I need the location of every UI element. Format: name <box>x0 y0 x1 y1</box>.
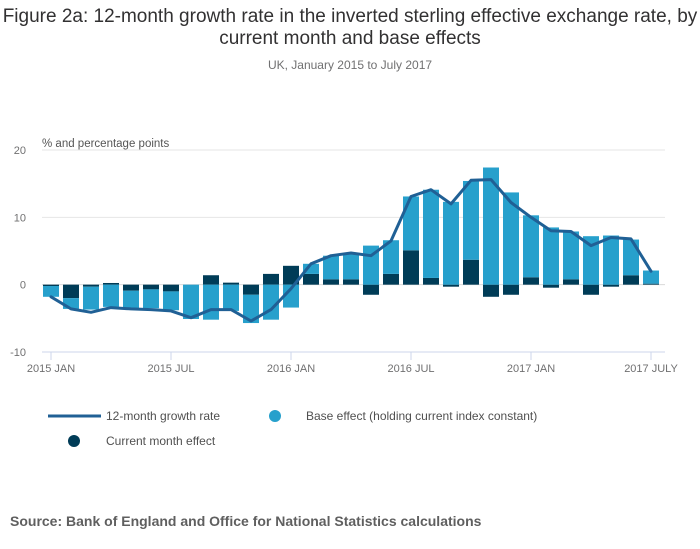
bar-base-effect[interactable] <box>623 239 639 276</box>
legend-label: Base effect (holding current index const… <box>306 409 537 423</box>
bar-base-effect[interactable] <box>583 236 599 285</box>
bar-current-month-effect[interactable] <box>163 284 179 292</box>
bar-base-effect[interactable] <box>283 284 299 308</box>
bar-base-effect[interactable] <box>243 294 259 324</box>
bar-base-effect[interactable] <box>463 180 479 260</box>
legend-item[interactable]: Base effect (holding current index const… <box>269 409 537 423</box>
bar-current-month-effect[interactable] <box>643 283 659 285</box>
bar-base-effect[interactable] <box>43 286 59 297</box>
x-tick-label: 2015 JAN <box>27 363 75 375</box>
y-axis-unit-label: % and percentage points <box>42 138 169 150</box>
legend-label: 12-month growth rate <box>106 409 220 423</box>
bar-series <box>43 167 659 324</box>
legend-item[interactable]: 12-month growth rate <box>48 409 220 423</box>
bar-base-effect[interactable] <box>643 270 659 284</box>
x-tick-label: 2017 JULY <box>624 363 678 375</box>
bar-base-effect[interactable] <box>83 286 99 310</box>
y-tick-label: 10 <box>14 212 26 224</box>
bar-base-effect[interactable] <box>63 298 79 309</box>
bar-current-month-effect[interactable] <box>343 279 359 285</box>
bar-current-month-effect[interactable] <box>623 275 639 285</box>
x-tick-label: 2016 JUL <box>387 363 434 375</box>
bar-current-month-effect[interactable] <box>243 284 259 295</box>
bar-base-effect[interactable] <box>503 192 519 285</box>
legend-item[interactable]: Current month effect <box>68 434 216 448</box>
bar-current-month-effect[interactable] <box>223 282 239 285</box>
bar-base-effect[interactable] <box>323 255 339 280</box>
bar-current-month-effect[interactable] <box>203 275 219 285</box>
bar-base-effect[interactable] <box>103 284 119 307</box>
bar-base-effect[interactable] <box>403 196 419 251</box>
legend-label: Current month effect <box>106 434 216 448</box>
bar-base-effect[interactable] <box>523 215 539 278</box>
bar-base-effect[interactable] <box>343 253 359 280</box>
bar-current-month-effect[interactable] <box>503 284 519 295</box>
y-axis: -10 0 10 20 <box>10 145 26 359</box>
bar-current-month-effect[interactable] <box>383 273 399 285</box>
growth-rate-line[interactable] <box>49 178 653 323</box>
bar-current-month-effect[interactable] <box>103 282 119 285</box>
bar-current-month-effect[interactable] <box>363 284 379 295</box>
bar-current-month-effect[interactable] <box>323 279 339 285</box>
bar-base-effect[interactable] <box>183 284 199 320</box>
bar-base-effect[interactable] <box>143 289 159 309</box>
bar-current-month-effect[interactable] <box>83 284 99 287</box>
bar-current-month-effect[interactable] <box>123 284 139 291</box>
bar-base-effect[interactable] <box>443 201 459 285</box>
x-tick-label: 2015 JUL <box>147 363 194 375</box>
bar-current-month-effect[interactable] <box>443 284 459 287</box>
bar-current-month-effect[interactable] <box>283 265 299 285</box>
bar-current-month-effect[interactable] <box>583 284 599 295</box>
bar-base-effect[interactable] <box>203 284 219 320</box>
bar-current-month-effect[interactable] <box>303 273 319 285</box>
line-series <box>49 178 653 323</box>
bar-current-month-effect[interactable] <box>603 284 619 287</box>
bar-base-effect[interactable] <box>223 284 239 311</box>
bar-base-effect[interactable] <box>423 189 439 278</box>
bar-base-effect[interactable] <box>563 231 579 280</box>
bar-current-month-effect[interactable] <box>63 284 79 299</box>
bar-base-effect[interactable] <box>123 290 139 309</box>
x-tick-label: 2017 JAN <box>507 363 555 375</box>
y-tick-label: 20 <box>14 145 26 157</box>
legend-circle-symbol <box>269 410 281 422</box>
x-tick-label: 2016 JAN <box>267 363 315 375</box>
source-note: Source: Bank of England and Office for N… <box>10 513 482 529</box>
bar-current-month-effect[interactable] <box>463 259 479 285</box>
bar-base-effect[interactable] <box>303 263 319 274</box>
bar-base-effect[interactable] <box>383 240 399 274</box>
bar-base-effect[interactable] <box>163 291 179 311</box>
bar-base-effect[interactable] <box>603 235 619 285</box>
bar-base-effect[interactable] <box>483 167 499 285</box>
chart-title: Figure 2a: 12-month growth rate in the i… <box>2 6 698 49</box>
y-tick-label: 0 <box>20 280 26 292</box>
legend-circle-symbol <box>68 435 80 447</box>
bar-current-month-effect[interactable] <box>403 250 419 285</box>
chart-subtitle: UK, January 2015 to July 2017 <box>267 58 433 72</box>
bar-current-month-effect[interactable] <box>263 273 279 285</box>
bar-current-month-effect[interactable] <box>143 284 159 290</box>
bar-current-month-effect[interactable] <box>563 279 579 285</box>
bar-current-month-effect[interactable] <box>543 284 559 288</box>
x-axis: 2015 JAN 2015 JUL 2016 JAN 2016 JUL 2017 JAN… <box>27 351 678 375</box>
legend: 12-month growth rate Base effect (holding… <box>48 409 537 448</box>
bar-current-month-effect[interactable] <box>43 284 59 287</box>
bar-base-effect[interactable] <box>543 227 559 285</box>
y-tick-label: -10 <box>10 347 26 359</box>
bar-current-month-effect[interactable] <box>523 277 539 285</box>
bar-current-month-effect[interactable] <box>483 284 499 297</box>
bar-current-month-effect[interactable] <box>423 277 439 285</box>
